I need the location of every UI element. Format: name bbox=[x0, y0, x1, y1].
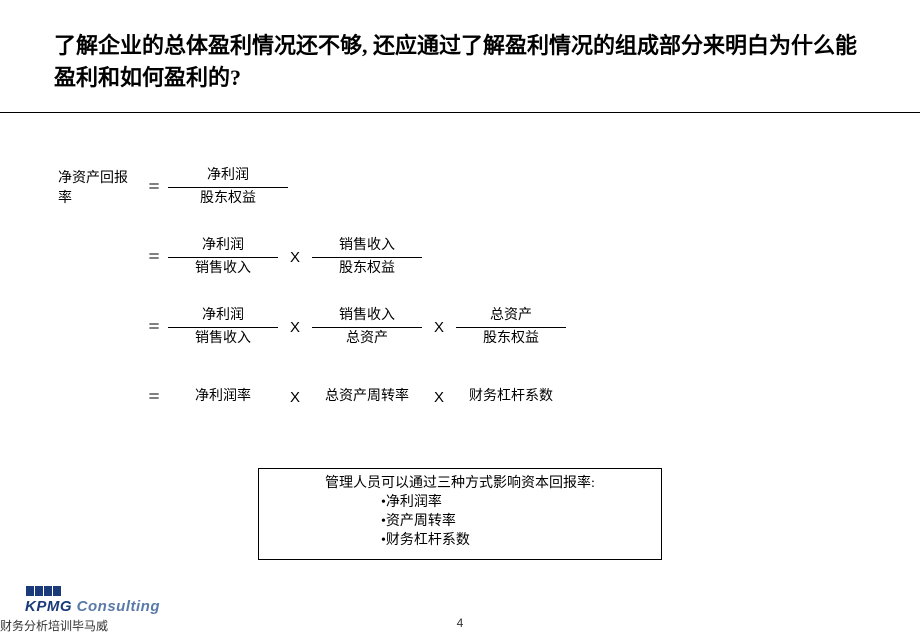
callout-item-3: •财务杠杆系数 bbox=[381, 532, 649, 551]
term-r4-t3: 财务杠杆系数 bbox=[456, 389, 566, 405]
term-r4-t2: 总资产周转率 bbox=[312, 389, 422, 405]
fraction-r1-f1: 净利润 股东权益 bbox=[168, 166, 288, 208]
term-r4-t1: 净利润率 bbox=[168, 389, 278, 405]
numerator: 净利润 bbox=[196, 306, 250, 326]
kpmg-logo: KPMG Consulting bbox=[25, 586, 160, 615]
formula-row-3: = 净利润 销售收入 X 销售收入 总资产 X 总资产 股东权益 bbox=[58, 305, 566, 349]
multiply-sign: X bbox=[278, 389, 312, 406]
equals-sign: = bbox=[140, 386, 168, 409]
callout-bullets: •净利润率 •资产周转率 •财务杠杆系数 bbox=[271, 494, 649, 551]
denominator: 总资产 bbox=[312, 327, 422, 348]
fraction-r3-f2: 销售收入 总资产 bbox=[312, 306, 422, 348]
title-divider bbox=[0, 112, 920, 113]
lhs-label: 净资产回报率 bbox=[58, 167, 140, 207]
multiply-sign: X bbox=[422, 389, 456, 406]
fraction-r3-f1: 净利润 销售收入 bbox=[168, 306, 278, 348]
logo-brand: KPMG bbox=[25, 598, 72, 615]
denominator: 销售收入 bbox=[168, 257, 278, 278]
fraction-r2-f1: 净利润 销售收入 bbox=[168, 236, 278, 278]
denominator: 股东权益 bbox=[312, 257, 422, 278]
formula-block: 净资产回报率 = 净利润 股东权益 = 净利润 销售收入 X 销售收入 股东权益… bbox=[58, 165, 566, 445]
fraction-r3-f3: 总资产 股东权益 bbox=[456, 306, 566, 348]
equals-sign: = bbox=[140, 246, 168, 269]
logo-text: KPMG Consulting bbox=[25, 598, 160, 615]
slide-title: 了解企业的总体盈利情况还不够, 还应通过了解盈利情况的组成部分来明白为什么能盈利… bbox=[54, 30, 874, 94]
numerator: 净利润 bbox=[168, 166, 288, 186]
numerator: 销售收入 bbox=[333, 236, 401, 256]
callout-item-2: •资产周转率 bbox=[381, 513, 649, 532]
callout-item-1: •净利润率 bbox=[381, 494, 649, 513]
callout-lead: 管理人员可以通过三种方式影响资本回报率: bbox=[271, 475, 649, 494]
equals-sign: = bbox=[140, 316, 168, 339]
callout-box: 管理人员可以通过三种方式影响资本回报率: •净利润率 •资产周转率 •财务杠杆系… bbox=[258, 468, 662, 560]
footer-text: 财务分析培训毕马威 bbox=[0, 617, 108, 634]
formula-row-2: = 净利润 销售收入 X 销售收入 股东权益 bbox=[58, 235, 566, 279]
numerator: 销售收入 bbox=[333, 306, 401, 326]
multiply-sign: X bbox=[278, 249, 312, 266]
equals-sign: = bbox=[140, 176, 168, 199]
numerator: 净利润 bbox=[196, 236, 250, 256]
denominator: 股东权益 bbox=[456, 327, 566, 348]
fraction-r2-f2: 销售收入 股东权益 bbox=[312, 236, 422, 278]
formula-row-4: = 净利润率 X 总资产周转率 X 财务杠杆系数 bbox=[58, 375, 566, 419]
numerator: 总资产 bbox=[484, 306, 538, 326]
logo-squares-icon bbox=[26, 586, 160, 596]
denominator: 销售收入 bbox=[168, 327, 278, 348]
multiply-sign: X bbox=[422, 319, 456, 336]
page-number: 4 bbox=[457, 616, 464, 630]
multiply-sign: X bbox=[278, 319, 312, 336]
denominator: 股东权益 bbox=[168, 187, 288, 208]
logo-suffix: Consulting bbox=[72, 598, 160, 615]
formula-row-1: 净资产回报率 = 净利润 股东权益 bbox=[58, 165, 566, 209]
